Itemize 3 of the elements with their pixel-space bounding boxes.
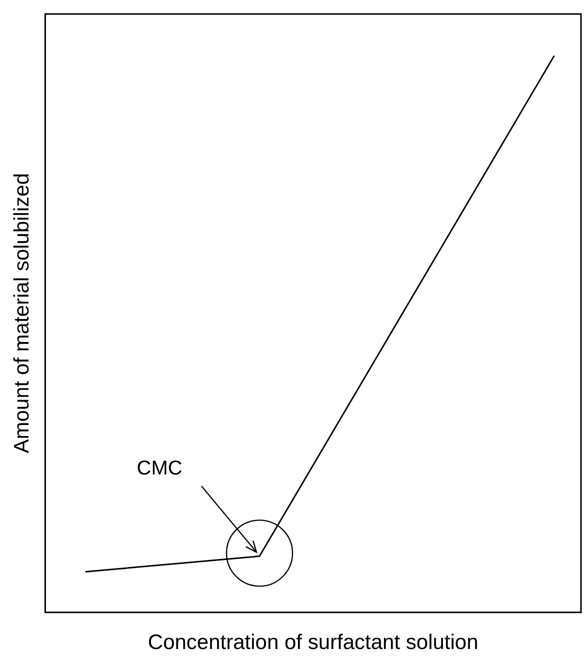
annotation: CMC (136, 458, 182, 480)
y-axis-title: Amount of material solubilized (10, 173, 34, 454)
x-axis-title: Concentration of surfactant solution (148, 631, 478, 654)
